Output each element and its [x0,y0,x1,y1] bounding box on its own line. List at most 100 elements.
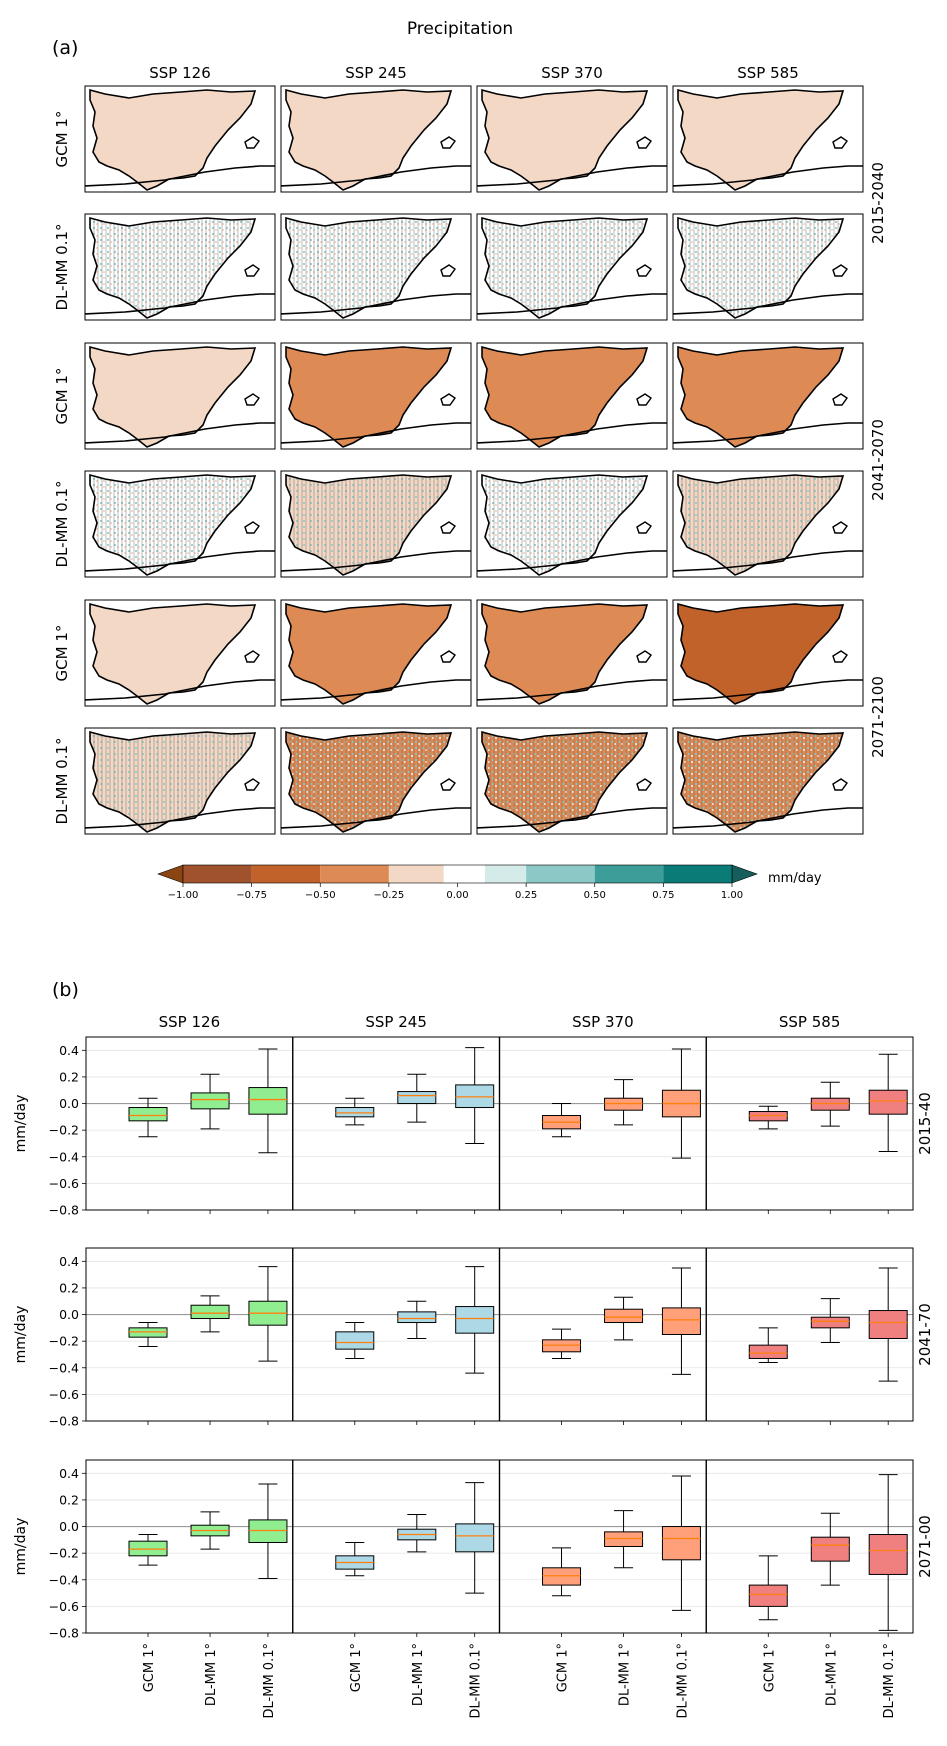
box-ssp245-2 [397,1300,437,1339]
balearic-islands [244,650,260,663]
box-ssp370-1 [542,1328,582,1359]
box-ssp245-1 [335,1322,375,1359]
coastline [89,473,257,576]
coastline [677,602,845,705]
y-axis-label: mm/day [13,1518,29,1576]
column-header: SSP 370 [572,1013,634,1031]
map-panel [84,85,276,193]
box-ssp370-2 [604,1510,644,1569]
y-tick-label: 0.4 [59,1466,79,1481]
box-ssp245-2 [397,1073,437,1123]
colorbar-tick: −0.50 [305,890,336,901]
coastline [89,88,257,191]
significance-hatch [286,475,451,575]
colorbar-segment [484,865,527,883]
y-tick-label: −0.6 [49,1599,79,1614]
y-tick-label: −0.2 [49,1334,79,1349]
balearic-islands [832,393,848,406]
box-ssp370-1 [542,1547,582,1597]
colorbar-segment [251,865,321,883]
box-ssp126-2 [190,1511,230,1550]
box-ssp126-1 [128,1322,168,1347]
colorbar-tick: 1.00 [721,890,743,901]
iberia-fill [286,90,451,190]
panel-a-title: Precipitation [407,19,513,39]
map-panel [280,470,472,578]
balearic-islands [244,778,260,791]
row-label: GCM 1° [53,625,71,682]
boxplot-panel: 0.4 0.2 0.0 −0.2 −0.4 −0.6 −0.8 mm/day 2071-00 [13,1459,934,1641]
column-header: SSP 126 [159,1013,221,1031]
significance-hatch [678,732,843,832]
y-tick-label: −0.4 [49,1149,79,1164]
box-ssp585-3 [868,1474,908,1631]
box-ssp245-2 [397,1514,437,1553]
balearic-islands [440,650,456,663]
balearic-islands [636,393,652,406]
row-label: DL-MM 0.1° [53,480,71,567]
balearic-islands [832,650,848,663]
boxplot-panel: 0.4 0.2 0.0 −0.2 −0.4 −0.6 −0.8 mm/day 2015-40 [13,1036,934,1218]
boxplot-panel: 0.4 0.2 0.0 −0.2 −0.4 −0.6 −0.8 mm/day 2041-70 [13,1247,934,1429]
x-tick-label: DL-MM 0.1° [882,1643,897,1718]
map-panel [84,599,276,707]
iberia-fill [678,90,843,190]
y-tick-label: 0.2 [59,1280,79,1295]
y-tick-label: 0.4 [59,1043,79,1058]
map-panel [84,213,276,321]
box-ssp585-2 [810,1512,850,1586]
column-header: SSP 126 [149,64,211,82]
iberia-fill [286,347,451,447]
box-ssp585-3 [868,1267,908,1382]
column-header: SSP 245 [345,64,407,82]
coastline [481,730,649,833]
column-header: SSP 370 [541,64,603,82]
balearic-islands [832,521,848,534]
coastline [89,730,257,833]
y-tick-label: 0.0 [59,1307,79,1322]
map-panel [672,727,864,835]
box-ssp245-3 [455,1047,495,1144]
map-panel [280,342,472,450]
box-ssp585-1 [748,1555,788,1621]
box-ssp126-2 [190,1073,230,1130]
significance-hatch [482,732,647,832]
y-tick-label: −0.4 [49,1360,79,1375]
coastline [677,730,845,833]
map-panel [476,470,668,578]
iberia-fill [678,347,843,447]
coastline [285,730,453,833]
x-tick-label: DL-MM 0.1° [469,1643,484,1718]
box-ssp245-1 [335,1542,375,1577]
plot-frame [85,1036,914,1211]
map-panel [280,213,472,321]
y-tick-label: 0.0 [59,1096,79,1111]
colorbar-segment [594,865,664,883]
iberia-fill [286,604,451,704]
significance-hatch [678,475,843,575]
coastline [481,473,649,576]
map-panel [476,599,668,707]
map-grid: SSP 126 SSP 245 SSP 370 SSP 585 GCM 1° DL-MM … [53,64,887,835]
box-ssp370-2 [604,1079,644,1126]
y-tick-label: 0.2 [59,1069,79,1084]
box-ssp245-3 [455,1482,495,1594]
map-panel [476,342,668,450]
x-tick-label: GCM 1° [349,1643,364,1692]
significance-hatch [90,732,255,832]
significance-hatch [482,475,647,575]
y-tick-label: 0.0 [59,1519,79,1534]
box-ssp126-2 [190,1295,230,1333]
x-tick-label: DL-MM 0.1° [675,1643,690,1718]
coastline [481,602,649,705]
balearic-islands [636,650,652,663]
balearic-islands [440,264,456,277]
balearic-islands [636,778,652,791]
box-ssp585-3 [868,1053,908,1152]
colorbar-tick: −0.75 [236,890,267,901]
y-tick-label: −0.2 [49,1546,79,1561]
boxplot-grid: SSP 126 SSP 245 SSP 370 SSP 585 0.4 0.2 0.0 −0.… [13,1013,934,1718]
map-panel [84,342,276,450]
colorbar-segment [320,865,389,883]
